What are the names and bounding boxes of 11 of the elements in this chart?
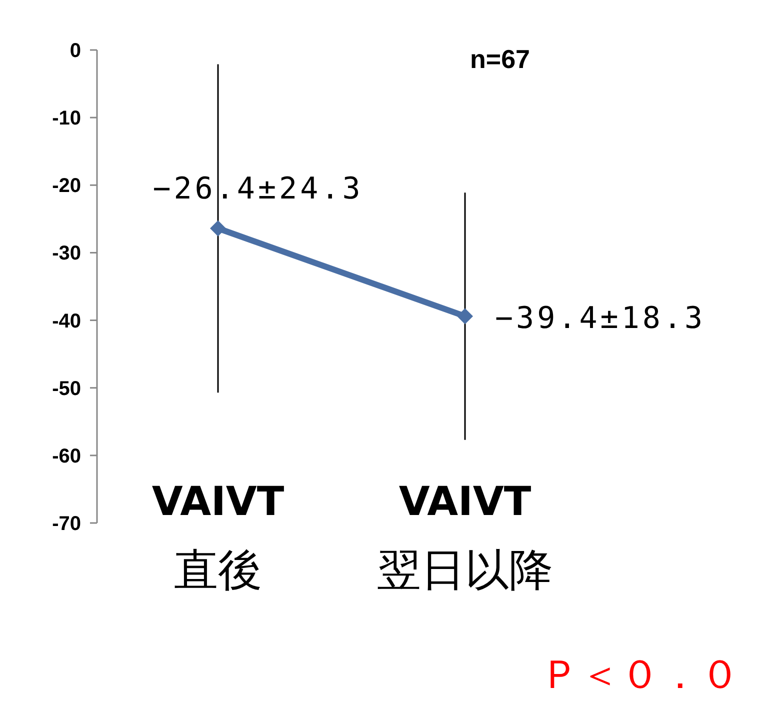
- data-label: −39.4±18.3: [495, 301, 706, 336]
- y-tick-label: -20: [52, 175, 81, 198]
- y-tick-label: 0: [70, 40, 81, 62]
- annotation: n=67: [470, 44, 530, 74]
- y-tick-label: -40: [52, 310, 81, 332]
- y-tick-label: -70: [52, 513, 81, 535]
- text: Ｐ＜０．０: [540, 652, 740, 698]
- y-tick-label: -10: [52, 108, 81, 130]
- y-tick-label: -60: [52, 445, 81, 468]
- y-tick-label: -50: [52, 378, 81, 400]
- y-tick-label: -30: [52, 242, 81, 265]
